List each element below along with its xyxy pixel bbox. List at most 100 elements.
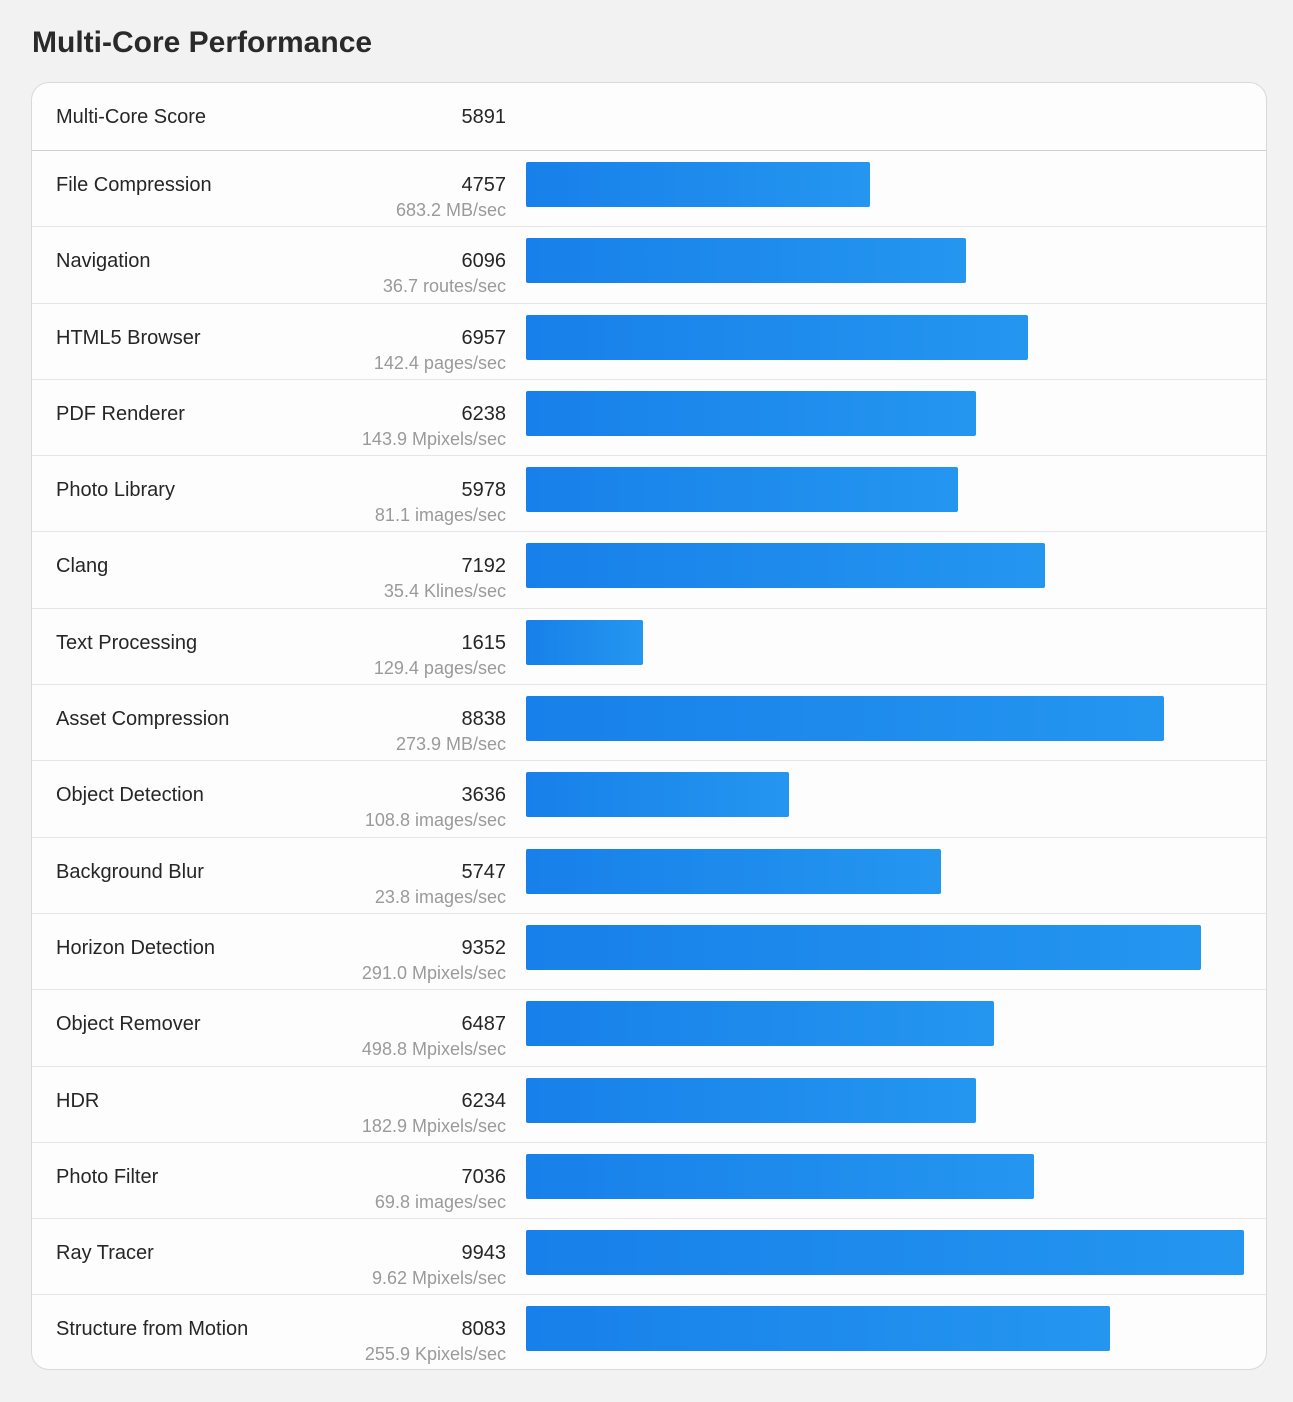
workload-throughput: 129.4 pages/sec xyxy=(373,657,506,678)
score-bar xyxy=(526,1001,995,1047)
multi-core-score-value: 5891 xyxy=(461,106,507,128)
workload-name: Photo Filter xyxy=(56,1165,159,1188)
workload-score: 9943 xyxy=(461,1242,507,1265)
score-bar xyxy=(526,390,977,436)
workload-score: 9352 xyxy=(461,936,507,959)
workload-name: Asset Compression xyxy=(56,708,230,731)
workload-throughput: 36.7 routes/sec xyxy=(382,276,506,297)
workload-throughput: 143.9 Mpixels/sec xyxy=(361,428,506,449)
workload-name: Horizon Detection xyxy=(56,936,215,959)
benchmark-results-table: Multi-Core Score 5891 File Compression 47… xyxy=(31,82,1267,1370)
workload-row: Photo Filter 7036 69.8 images/sec xyxy=(32,1143,1266,1220)
workload-score: 7192 xyxy=(461,555,507,578)
workload-score: 6238 xyxy=(461,402,507,425)
workload-name: PDF Renderer xyxy=(56,402,185,425)
multi-core-score-row: Multi-Core Score 5891 xyxy=(32,83,1266,151)
workload-name: Object Detection xyxy=(56,784,204,807)
workload-row: HDR 6234 182.9 Mpixels/sec xyxy=(32,1067,1266,1143)
page-title: Multi-Core Performance xyxy=(32,26,373,59)
workload-throughput: 81.1 images/sec xyxy=(374,505,506,526)
score-bar-track xyxy=(526,1001,1244,1047)
workload-throughput: 9.62 Mpixels/sec xyxy=(371,1268,506,1289)
workload-name: HTML5 Browser xyxy=(56,326,201,349)
workload-throughput: 273.9 MB/sec xyxy=(395,734,506,755)
workload-row: PDF Renderer 6238 143.9 Mpixels/sec xyxy=(32,380,1266,457)
workload-score: 5978 xyxy=(461,479,507,502)
workload-name: Clang xyxy=(56,555,109,578)
score-bar-track xyxy=(526,848,1244,895)
workload-row: Ray Tracer 9943 9.62 Mpixels/sec xyxy=(32,1219,1266,1296)
score-bar xyxy=(526,696,1165,742)
workload-row: Photo Library 5978 81.1 images/sec xyxy=(32,456,1266,533)
workload-throughput: 683.2 MB/sec xyxy=(395,200,506,220)
workload-score: 8083 xyxy=(461,1318,507,1341)
workload-row: Structure from Motion 8083 255.9 Kpixels/s… xyxy=(32,1295,1266,1369)
workload-score: 6096 xyxy=(461,250,507,273)
multi-core-score-label: Multi-Core Score xyxy=(56,106,207,128)
score-bar-track xyxy=(526,1230,1244,1276)
score-bar-track xyxy=(526,1077,1244,1124)
score-bar-track xyxy=(526,696,1244,742)
score-bar-track xyxy=(526,924,1244,971)
workload-score: 6234 xyxy=(461,1089,507,1112)
workload-score: 1615 xyxy=(461,631,507,654)
workload-name: Navigation xyxy=(56,250,151,273)
workload-row: Object Detection 3636 108.8 images/sec xyxy=(32,761,1266,838)
workload-row: File Compression 4757 683.2 MB/sec xyxy=(32,151,1266,228)
workload-score: 4757 xyxy=(461,174,507,196)
workload-row: Navigation 6096 36.7 routes/sec xyxy=(32,227,1266,304)
score-bar xyxy=(526,238,967,284)
score-bar-track xyxy=(526,543,1244,589)
score-bar xyxy=(526,314,1029,360)
workload-row: Text Processing 1615 129.4 pages/sec xyxy=(32,609,1266,686)
score-bar xyxy=(526,162,870,207)
workload-name: Object Remover xyxy=(56,1013,201,1036)
score-bar xyxy=(526,1230,1244,1276)
workload-name: Text Processing xyxy=(56,631,198,654)
score-bar-track xyxy=(526,314,1244,361)
workload-name: Structure from Motion xyxy=(56,1318,249,1341)
workload-throughput: 498.8 Mpixels/sec xyxy=(361,1039,506,1060)
score-bar xyxy=(526,1306,1110,1352)
score-bar xyxy=(526,1153,1035,1199)
score-bar-track xyxy=(526,467,1244,513)
score-bar-track xyxy=(526,1153,1244,1200)
workload-score: 6957 xyxy=(461,326,507,349)
workload-score: 5747 xyxy=(461,860,507,883)
workload-row: Horizon Detection 9352 291.0 Mpixels/sec xyxy=(32,914,1266,991)
score-bar-track xyxy=(526,619,1244,666)
score-bar-track xyxy=(526,1306,1244,1352)
workload-row: Object Remover 6487 498.8 Mpixels/sec xyxy=(32,990,1266,1067)
workload-row: Background Blur 5747 23.8 images/sec xyxy=(32,838,1266,914)
workload-row: Clang 7192 35.4 Klines/sec xyxy=(32,532,1266,609)
workload-name: HDR xyxy=(56,1089,100,1112)
score-bar xyxy=(526,543,1046,589)
workload-throughput: 69.8 images/sec xyxy=(374,1191,506,1212)
workload-score: 8838 xyxy=(461,708,507,731)
score-bar-track xyxy=(526,390,1244,437)
workload-throughput: 35.4 Klines/sec xyxy=(383,581,506,602)
score-bar xyxy=(526,1077,977,1123)
workload-name: Ray Tracer xyxy=(56,1242,154,1265)
workload-throughput: 291.0 Mpixels/sec xyxy=(361,962,506,983)
score-bar xyxy=(526,848,941,894)
workload-row: HTML5 Browser 6957 142.4 pages/sec xyxy=(32,304,1266,380)
workload-throughput: 142.4 pages/sec xyxy=(373,352,506,373)
score-bar-track xyxy=(526,162,1244,208)
score-bar-track xyxy=(526,772,1244,818)
workload-throughput: 182.9 Mpixels/sec xyxy=(361,1115,506,1136)
workload-score: 7036 xyxy=(461,1165,507,1188)
workload-score: 3636 xyxy=(461,784,507,807)
workload-name: File Compression xyxy=(56,174,212,196)
workload-name: Background Blur xyxy=(56,860,204,883)
score-bar xyxy=(526,924,1202,970)
workload-row: Asset Compression 8838 273.9 MB/sec xyxy=(32,685,1266,762)
score-bar xyxy=(526,467,958,513)
workload-name: Photo Library xyxy=(56,479,175,502)
workload-throughput: 255.9 Kpixels/sec xyxy=(364,1344,506,1365)
workload-score: 6487 xyxy=(461,1013,507,1036)
workload-rows: File Compression 4757 683.2 MB/sec Navigati… xyxy=(32,151,1266,1369)
score-bar xyxy=(526,619,643,665)
workload-throughput: 108.8 images/sec xyxy=(364,810,506,831)
workload-throughput: 23.8 images/sec xyxy=(374,886,506,907)
